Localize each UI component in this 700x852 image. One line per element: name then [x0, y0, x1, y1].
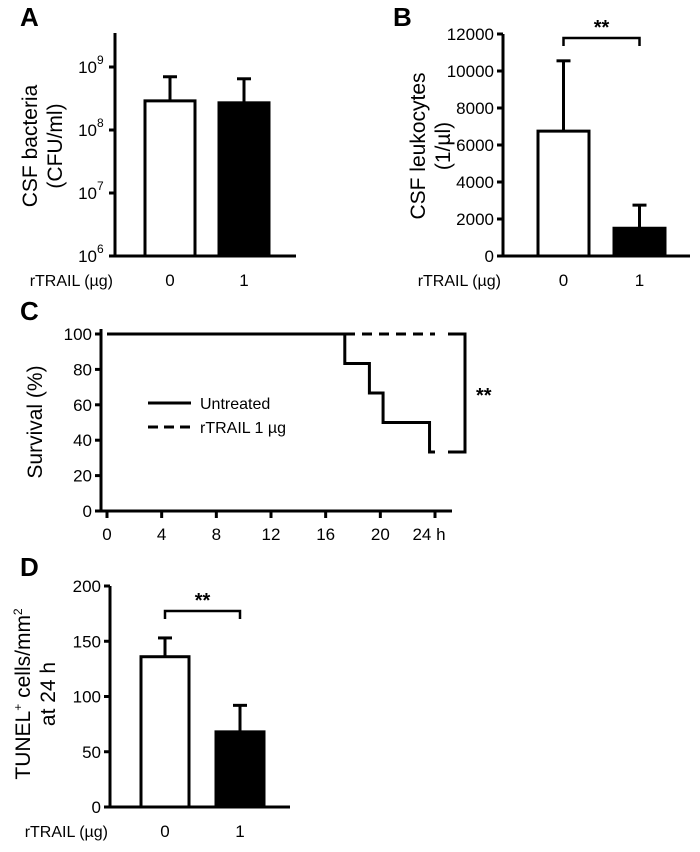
y-axis-label-line: (1/µl) — [432, 122, 455, 170]
y-tick-exponent: 9 — [97, 53, 104, 67]
significance-bracket — [448, 332, 467, 454]
y-tick-label: 12000 — [447, 25, 494, 44]
panel-label-b: B — [393, 2, 412, 32]
y-tick-label: 100 — [73, 688, 101, 707]
x-axis-label: rTRAIL (µg) — [418, 273, 501, 290]
legend-label-untreated: Untreated — [200, 396, 270, 413]
x-tick-label: 1 — [239, 271, 248, 290]
y-tick-label: 50 — [82, 743, 101, 762]
y-tick-label: 150 — [73, 632, 101, 651]
x-tick-label: 0 — [102, 525, 111, 544]
y-axis-label-part: TUNEL — [12, 711, 35, 780]
x-tick-label: 16 — [316, 525, 335, 544]
y-tick-label: 10 — [78, 121, 97, 140]
x-tick-label: 1 — [235, 822, 244, 841]
significance-marker: ** — [195, 590, 211, 612]
x-tick-label: 12 — [262, 525, 281, 544]
y-tick-label: 10 — [78, 247, 97, 266]
significance-bracket — [163, 609, 242, 619]
y-axis-label: CSF leukocytes(1/µl) — [407, 72, 455, 219]
y-tick-label: 10000 — [447, 62, 494, 81]
y-tick-label: 4000 — [456, 173, 494, 192]
y-tick-label: 60 — [73, 396, 92, 415]
bar-1 — [217, 101, 271, 258]
x-axis-label: rTRAIL (µg) — [30, 273, 113, 290]
y-axis-label-part: cells/mm — [12, 615, 35, 704]
y-axis-label-line: CSF bacteria — [19, 84, 42, 207]
x-tick-label: 24 h — [412, 525, 445, 544]
legend-label-rtrail: rTRAIL 1 µg — [200, 420, 286, 437]
series-line-untreated — [107, 332, 435, 454]
y-tick-exponent: 8 — [97, 116, 104, 130]
y-tick-label: 10 — [78, 184, 97, 203]
panel-c: 0 20 40 60 80 100 0 4 8 12 16 20 24 h Untreated rTRAIL… — [24, 325, 492, 544]
significance-marker: ** — [476, 385, 492, 407]
y-tick-label: 8000 — [456, 99, 494, 118]
y-axis-label-line: (CFU/ml) — [44, 103, 67, 188]
x-tick-label: 0 — [160, 822, 169, 841]
panel-label-a: A — [20, 2, 39, 32]
significance-bracket — [562, 36, 641, 46]
x-tick-label: 1 — [635, 271, 644, 290]
bar-0 — [536, 129, 591, 258]
y-axis-label-line: CSF leukocytes — [407, 72, 430, 219]
x-tick-label: 4 — [157, 525, 166, 544]
panel-d: 0 1 0 50 100 150 200 rTRAIL (µg) TUNEL+ cells/mm… — [11, 577, 290, 841]
y-axis-label-line: at 24 h — [37, 662, 60, 726]
significance-marker: ** — [594, 17, 610, 39]
bar-1 — [214, 730, 266, 809]
y-tick-label: 20 — [73, 467, 92, 486]
y-tick-label: 10 — [78, 58, 97, 77]
x-tick-label: 0 — [559, 271, 568, 290]
y-axis-label: Survival (%) — [24, 365, 47, 478]
y-tick-label: 200 — [73, 577, 101, 596]
y-tick-label: 80 — [73, 360, 92, 379]
y-tick-label: 0 — [83, 502, 92, 521]
y-axis-label-sup: + — [11, 704, 25, 711]
y-tick-label: 0 — [92, 798, 101, 817]
y-tick-label: 40 — [73, 431, 92, 450]
y-tick-exponent: 6 — [97, 242, 104, 256]
bar-0 — [139, 655, 191, 809]
bar-1 — [612, 226, 667, 258]
y-axis-label: CSF bacteria(CFU/ml) — [19, 84, 67, 207]
panel-label-d: D — [20, 552, 39, 582]
y-tick-label: 6000 — [456, 136, 494, 155]
x-tick-label: 20 — [371, 525, 390, 544]
panel-label-c: C — [20, 296, 39, 326]
x-tick-label: 0 — [165, 271, 174, 290]
panel-b: 0 1 0 2000 4000 6000 8000 10000 12000 rTRAIL (µg)… — [407, 17, 690, 290]
y-tick-exponent: 7 — [97, 179, 104, 193]
x-tick-label: 8 — [212, 525, 221, 544]
bar-0 — [143, 99, 197, 258]
y-tick-label: 0 — [485, 247, 494, 266]
y-tick-label: 100 — [64, 325, 92, 344]
x-axis-label: rTRAIL (µg) — [25, 824, 108, 841]
y-axis-label: TUNEL+ cells/mm2 at 24 h — [11, 608, 60, 780]
y-axis-label-sup: 2 — [11, 608, 25, 615]
y-tick-label: 2000 — [456, 210, 494, 229]
